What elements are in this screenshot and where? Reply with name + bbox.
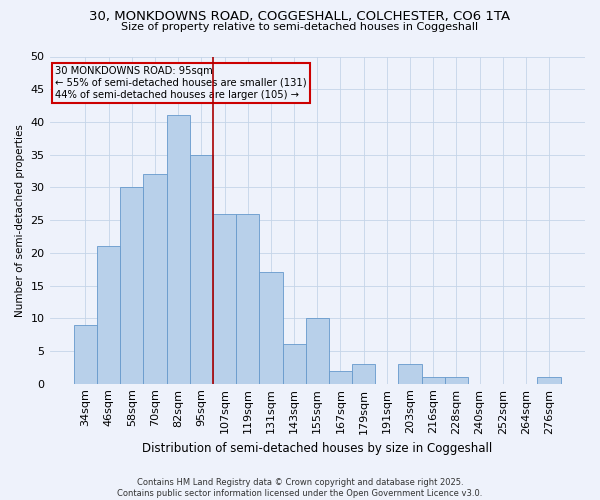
Bar [398, 364, 422, 384]
Bar [352, 364, 375, 384]
Bar [422, 377, 445, 384]
Bar [74, 325, 97, 384]
Bar [445, 377, 468, 384]
Bar [143, 174, 167, 384]
X-axis label: Distribution of semi-detached houses by size in Coggeshall: Distribution of semi-detached houses by … [142, 442, 493, 455]
Bar [259, 272, 283, 384]
Bar [213, 214, 236, 384]
Bar [190, 154, 213, 384]
Bar [236, 214, 259, 384]
Y-axis label: Number of semi-detached properties: Number of semi-detached properties [15, 124, 25, 316]
Bar [538, 377, 560, 384]
Text: 30, MONKDOWNS ROAD, COGGESHALL, COLCHESTER, CO6 1TA: 30, MONKDOWNS ROAD, COGGESHALL, COLCHEST… [89, 10, 511, 23]
Bar [329, 370, 352, 384]
Bar [283, 344, 305, 384]
Bar [305, 318, 329, 384]
Text: Size of property relative to semi-detached houses in Coggeshall: Size of property relative to semi-detach… [121, 22, 479, 32]
Text: 30 MONKDOWNS ROAD: 95sqm
← 55% of semi-detached houses are smaller (131)
44% of : 30 MONKDOWNS ROAD: 95sqm ← 55% of semi-d… [55, 66, 307, 100]
Bar [97, 246, 120, 384]
Bar [120, 188, 143, 384]
Bar [167, 116, 190, 384]
Text: Contains HM Land Registry data © Crown copyright and database right 2025.
Contai: Contains HM Land Registry data © Crown c… [118, 478, 482, 498]
